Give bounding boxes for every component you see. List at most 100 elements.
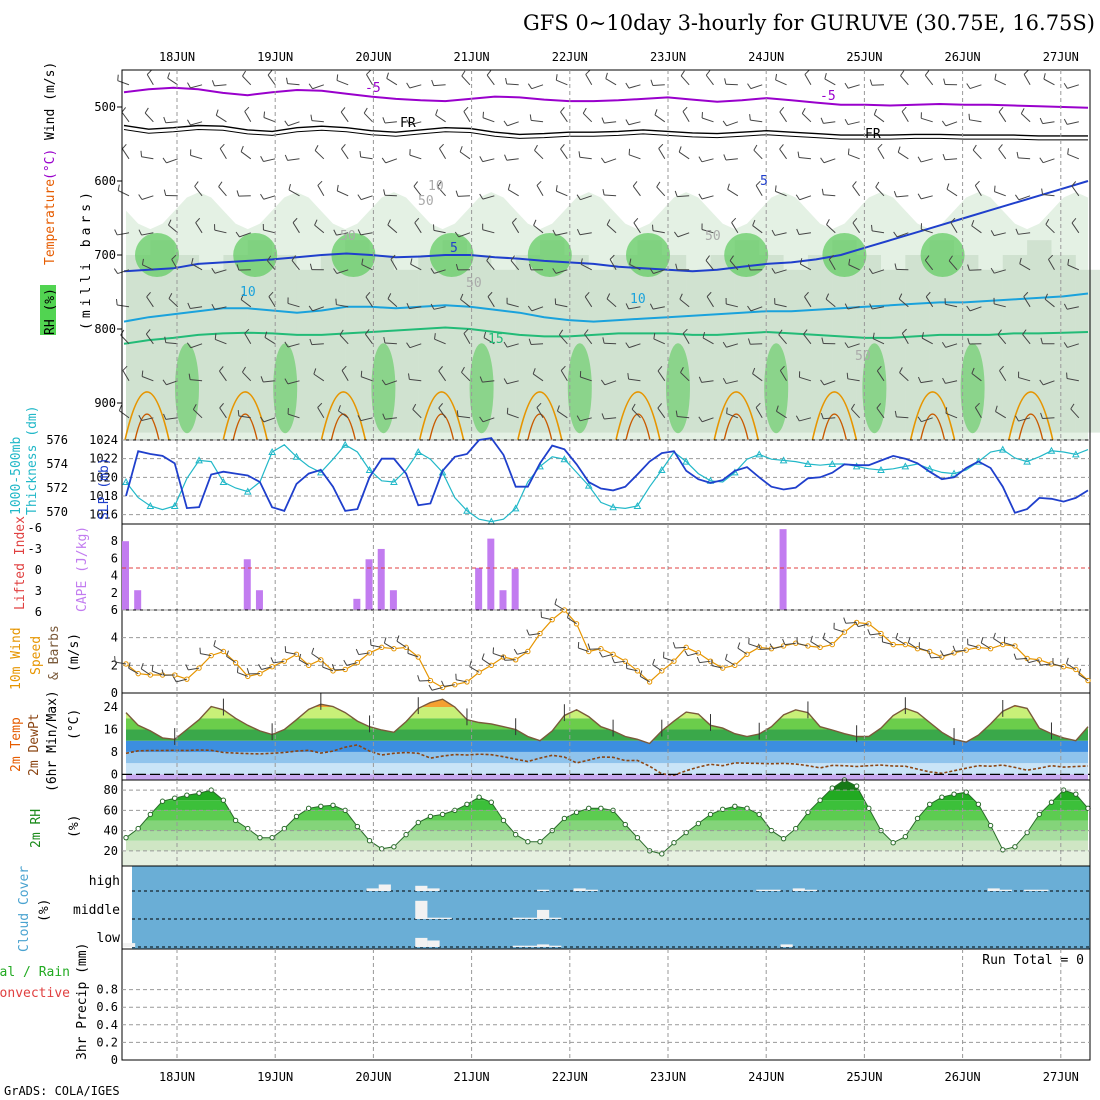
- wind-barb: [165, 342, 178, 345]
- top-date-axis: 18JUN 19JUN 20JUN 21JUN 22JUN 23JUN 24JUN 25JUN…: [159, 50, 1079, 64]
- cape-bar: [255, 590, 263, 610]
- thickness-marker: [365, 465, 374, 473]
- surface-wind-barb: [943, 652, 955, 657]
- wind-barb-flag: [284, 120, 289, 127]
- upper-air-axis-labels: RH (%) Temperature (°C) Wind (m/s) (mill…: [43, 62, 94, 335]
- cloud-bar-low: [415, 937, 428, 947]
- thickness-marker: [268, 447, 276, 455]
- wind-barb-flag: [702, 331, 706, 339]
- thickness-marker: [657, 465, 666, 473]
- wind-barb: [1066, 378, 1079, 382]
- rh-blob: [626, 233, 670, 277]
- wind-barb-flag: [314, 219, 318, 226]
- contour-label: 10: [428, 179, 444, 194]
- wind-barb: [750, 306, 763, 312]
- wind-barb-flag: [145, 329, 151, 335]
- rh-marker: [780, 835, 787, 842]
- wind-barb: [1018, 417, 1031, 422]
- wind-barb: [1071, 185, 1080, 197]
- rh-marker: [537, 839, 543, 845]
- wind-barb: [457, 415, 471, 419]
- surface-wind-barb: [115, 661, 127, 665]
- precip-label: 3hr Precip (mm): [75, 943, 90, 1060]
- rh-marker: [1036, 811, 1042, 818]
- wind-barb: [896, 195, 909, 198]
- wind-barb-flag: [876, 365, 882, 372]
- wind-barb-flag: [850, 403, 856, 410]
- surface-wind-barb-flag: [513, 648, 518, 655]
- wind-barb: [336, 304, 349, 308]
- wind-barb: [872, 230, 885, 234]
- li-cape-frame: [121, 523, 1091, 611]
- wind-barb-flag: [576, 415, 581, 422]
- top-date-label: 22JUN: [552, 50, 588, 64]
- rh-blob: [822, 233, 867, 277]
- surface-wind-barb-flag: [895, 632, 899, 639]
- surface-wind-barb: [858, 623, 869, 628]
- wind-barb-flag: [408, 373, 410, 380]
- cloud-bar-high: [987, 888, 1000, 891]
- rh-marker: [159, 798, 166, 804]
- wind-barb: [604, 417, 617, 420]
- wind-barb: [1043, 78, 1055, 86]
- wind-barb-flag: [894, 263, 897, 270]
- wind-barb-flag: [412, 403, 417, 410]
- surface-wind-barb-flag: [611, 656, 615, 663]
- wind-barb-flag: [211, 80, 215, 87]
- wind-barb-flag: [121, 107, 127, 113]
- wind-barb-flag: [236, 264, 240, 271]
- wind-barb-flag: [752, 367, 756, 374]
- slp-tick-label: 1018: [89, 489, 118, 503]
- rh-tick-label: 60: [104, 803, 118, 817]
- wind-barb-flag: [998, 106, 1004, 113]
- wind-barb-flag: [967, 338, 970, 345]
- rh-marker: [305, 805, 312, 812]
- li-tick-label: -3: [28, 542, 42, 556]
- wind-barb: [361, 376, 373, 382]
- cape-bar: [511, 568, 519, 610]
- wind-barb-flag: [337, 405, 341, 412]
- wind-barb: [847, 306, 860, 310]
- rh-marker: [586, 805, 592, 812]
- wind-barb: [555, 269, 568, 274]
- wind-barb: [266, 260, 276, 271]
- surface-wind-barb: [469, 666, 480, 673]
- rh-band-mid: [223, 255, 248, 433]
- wind-barb-flag: [406, 302, 410, 309]
- surface-wind-barb: [870, 633, 882, 636]
- surface-wind-barb-flag: [140, 662, 144, 669]
- wind-barb: [361, 264, 373, 271]
- rh-marker: [427, 813, 434, 820]
- wind-barb: [409, 378, 422, 382]
- thickness-tick-label: 570: [46, 505, 68, 519]
- surface-wind-barb-flag: [311, 647, 315, 654]
- surface-wind-barb: [407, 652, 419, 658]
- wind-barb-flag: [968, 113, 971, 120]
- cloud-bar-high: [427, 888, 440, 891]
- wind-barb-flag: [601, 413, 605, 420]
- thickness-marker: [877, 465, 885, 473]
- wind-barb-flag: [1063, 82, 1068, 89]
- surface-wind-barb: [639, 675, 650, 683]
- cloud-bar-low: [549, 945, 562, 947]
- surface-wind-barb-flag: [270, 657, 274, 664]
- wind-barb-flag: [1015, 228, 1019, 235]
- wind-barb-flag: [237, 410, 240, 417]
- li-tick-label: 6: [35, 605, 42, 619]
- wind-barb-flag: [897, 146, 901, 153]
- rh-column: [175, 343, 199, 434]
- wind-barb-flag: [901, 106, 907, 112]
- wind-barb-flag: [455, 263, 459, 270]
- li-tick-label: 0: [35, 563, 42, 577]
- wind-barb: [945, 158, 958, 161]
- wind-barb: [190, 154, 203, 160]
- wind-barb-flag: [310, 114, 313, 121]
- surface-wind-barb-flag: [854, 621, 859, 627]
- wind-barb: [434, 269, 446, 274]
- wind-barb-flag: [824, 72, 827, 80]
- surface-wind-barb-flag: [128, 662, 131, 669]
- cloud-bar-low: [123, 943, 136, 947]
- rh-column: [862, 343, 887, 434]
- top-date-label: 26JUN: [945, 50, 981, 64]
- wind-barb: [214, 306, 227, 310]
